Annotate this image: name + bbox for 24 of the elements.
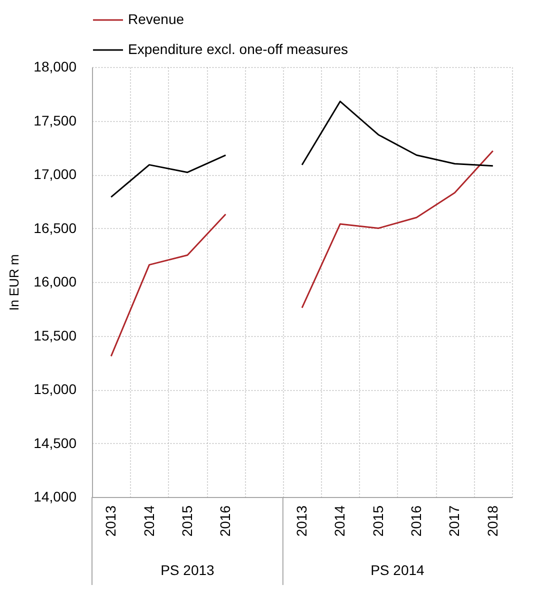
text: PS 2013 [160, 562, 215, 578]
y-tick-label: 17,000 [34, 166, 77, 182]
x-tick-label: 2014 [332, 505, 348, 537]
y-tick-label: 14,500 [34, 434, 77, 451]
y-tick-label: 15,000 [34, 381, 77, 397]
x-tick-label: 2013 [294, 505, 310, 537]
x-tick-label: 2016 [217, 505, 234, 537]
legend-label: Expenditure excl. one-off measures [128, 41, 348, 57]
y-tick-label: 17,500 [34, 112, 77, 128]
y-tick-label: 16,000 [34, 274, 77, 290]
y-tick-label: 18,000 [34, 58, 77, 74]
y-tick-label: 14,000 [34, 488, 77, 504]
x-tick-label: 2015 [178, 505, 195, 537]
text: PS 2014 [370, 562, 425, 578]
x-tick-label: 2017 [446, 505, 462, 537]
x-tick-label: 2015 [370, 505, 386, 537]
x-tick-label: 2018 [484, 505, 500, 537]
x-tick-label: 2013 [102, 505, 119, 537]
x-tick-label: 2014 [140, 505, 157, 537]
x-tick-label: 2016 [408, 505, 424, 537]
y-tick-label: 15,500 [34, 327, 77, 344]
legend-label: Revenue [128, 11, 184, 27]
y-tick-label: 16,500 [34, 220, 77, 236]
y-axis-title: In EUR m [6, 254, 22, 311]
